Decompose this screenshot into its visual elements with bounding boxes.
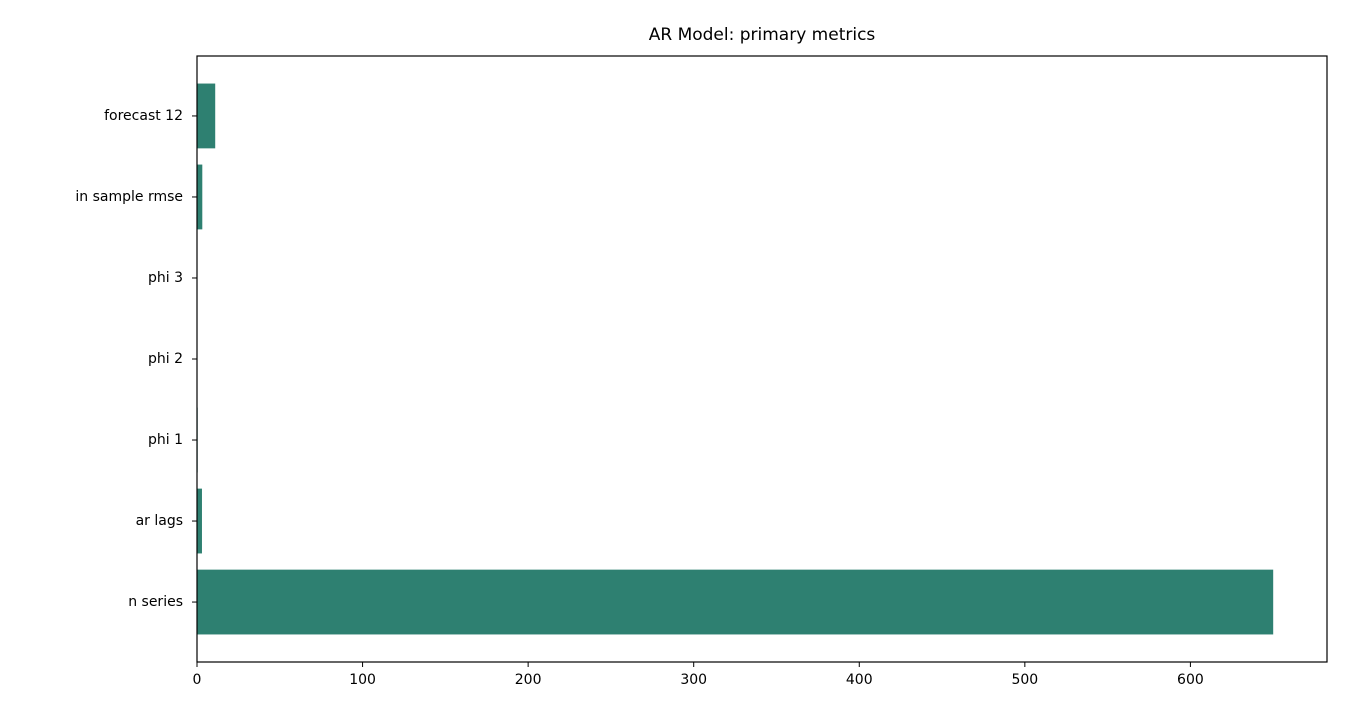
- chart-title: AR Model: primary metrics: [649, 25, 876, 45]
- x-tick-label: 300: [680, 672, 707, 688]
- x-tick-label: 500: [1011, 672, 1038, 688]
- y-tick-label: phi 1: [148, 432, 183, 448]
- y-tick-label: n series: [128, 594, 183, 610]
- y-tick-label: phi 3: [148, 270, 183, 286]
- x-tick-label: 100: [349, 672, 376, 688]
- y-tick-label: ar lags: [136, 513, 183, 529]
- x-tick-label: 400: [846, 672, 873, 688]
- bar: [197, 165, 202, 230]
- y-tick-label: in sample rmse: [75, 189, 183, 205]
- bar: [197, 489, 202, 554]
- x-tick-label: 200: [515, 672, 542, 688]
- y-tick-label: forecast 12: [104, 108, 183, 124]
- bar: [197, 570, 1273, 635]
- x-tick-label: 0: [193, 672, 202, 688]
- bar: [197, 84, 215, 149]
- y-tick-label: phi 2: [148, 351, 183, 367]
- x-tick-label: 600: [1177, 672, 1204, 688]
